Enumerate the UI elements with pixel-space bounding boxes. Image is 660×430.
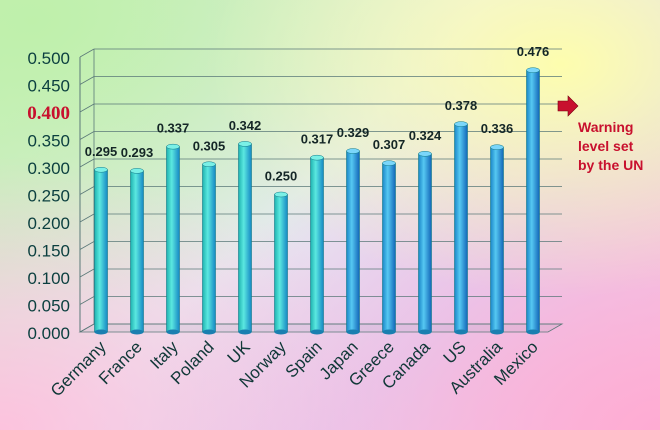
grid-diagonal	[79, 241, 95, 250]
bar	[454, 123, 468, 333]
y-tick-label: 0.200	[27, 214, 70, 233]
bar-top	[274, 191, 288, 198]
bar	[274, 194, 288, 333]
axes: 0.000 0.050 0.100 0.150 0.200 0.250 0.300 0.350…	[27, 49, 564, 343]
bar	[130, 170, 144, 333]
y-tick-label-highlight: 0.400	[27, 103, 70, 124]
bar-top	[310, 154, 324, 161]
bar-top	[382, 160, 396, 166]
bar-base	[130, 329, 144, 335]
bar-base	[526, 329, 540, 335]
warning-marker	[557, 95, 579, 117]
y-tick-label: 0.050	[27, 297, 70, 316]
bar	[238, 143, 252, 333]
bar-top	[166, 143, 180, 150]
data-label: 0.293	[121, 145, 154, 160]
bar	[346, 150, 360, 333]
y-tick-label: 0.450	[27, 77, 70, 96]
y-tick-label: 0.150	[27, 242, 70, 261]
bar-base	[346, 329, 360, 335]
bar-base	[382, 329, 396, 335]
y-tick-label: 0.350	[27, 132, 70, 151]
grid-diagonal	[79, 213, 95, 223]
data-label: 0.378	[445, 98, 478, 113]
bar-base	[490, 329, 504, 335]
grid-diagonal	[79, 76, 95, 85]
bar-top	[94, 167, 108, 173]
data-label: 0.337	[157, 121, 190, 136]
bar-base	[202, 329, 216, 335]
grid-diagonal	[79, 186, 95, 195]
bar-base	[94, 329, 108, 335]
bar	[202, 163, 216, 333]
bar-top	[526, 67, 540, 73]
bar	[94, 169, 108, 333]
grid-diagonal	[79, 103, 95, 113]
data-label: 0.336	[481, 121, 514, 136]
y-tick-label: 0.100	[27, 269, 70, 288]
bar-top	[238, 141, 252, 147]
bar-base	[274, 329, 288, 335]
bar-top	[454, 121, 468, 127]
bar-top	[490, 144, 504, 150]
bar-top	[130, 168, 144, 174]
bar-base	[238, 329, 252, 335]
bar-top	[202, 161, 216, 167]
bar	[490, 146, 504, 333]
bar-top	[418, 151, 432, 157]
data-label: 0.305	[193, 138, 226, 153]
bars	[94, 67, 540, 335]
data-label: 0.295	[85, 144, 118, 159]
grid-diagonal	[79, 296, 95, 305]
x-tick-label: US	[440, 337, 470, 367]
grid-diagonal	[79, 48, 95, 58]
data-label: 0.317	[301, 132, 334, 147]
bar-base	[418, 329, 432, 335]
bar	[418, 153, 432, 333]
y-tick-label: 0.300	[27, 159, 70, 178]
bar-base	[454, 329, 468, 335]
y-tick-label: 0.500	[27, 49, 70, 68]
data-label: 0.324	[409, 128, 442, 143]
data-label: 0.329	[337, 125, 370, 140]
bar-top	[346, 148, 360, 154]
data-label: 0.307	[373, 137, 406, 152]
warning-arrow-icon	[557, 95, 579, 117]
data-label: 0.342	[229, 118, 262, 133]
bar-base	[166, 329, 180, 335]
labels: 0.295Germany0.293France0.337Italy0.305Po…	[47, 44, 549, 400]
bar	[166, 146, 180, 333]
grid-diagonal	[79, 158, 95, 168]
y-tick-label: 0.250	[27, 187, 70, 206]
bar-base	[310, 329, 324, 335]
grid-diagonal	[79, 268, 95, 278]
grid-diagonal	[79, 131, 95, 140]
bar	[310, 157, 324, 333]
bar	[382, 162, 396, 333]
y-tick-label: 0.000	[27, 324, 70, 343]
data-label: 0.476	[517, 44, 550, 59]
data-label: 0.250	[265, 169, 298, 184]
bar	[526, 69, 540, 333]
warning-annotation: Warning level set by the UN	[578, 119, 644, 173]
